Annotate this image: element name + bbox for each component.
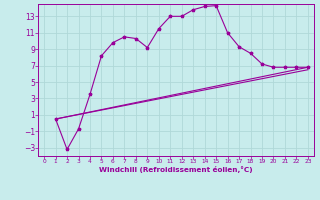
X-axis label: Windchill (Refroidissement éolien,°C): Windchill (Refroidissement éolien,°C) <box>99 166 253 173</box>
